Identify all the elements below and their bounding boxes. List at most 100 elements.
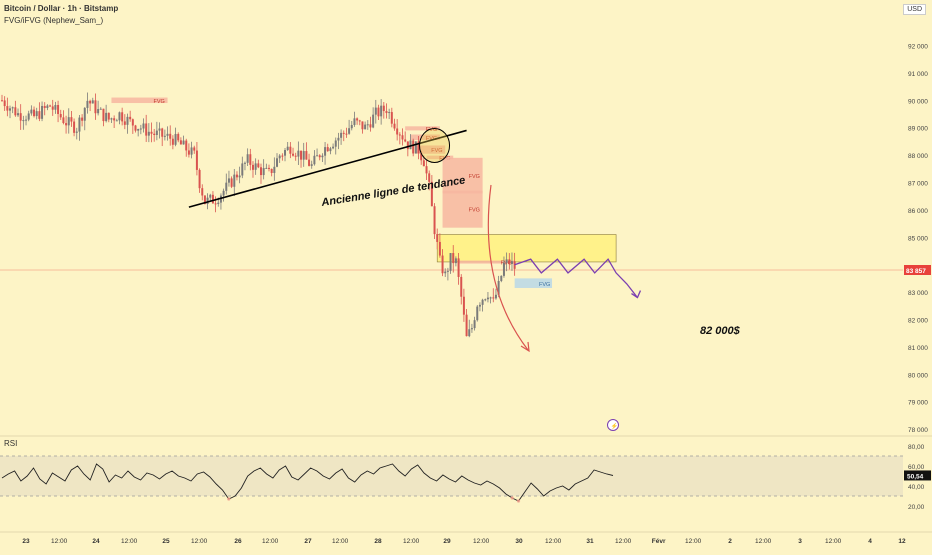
candle-body bbox=[193, 147, 196, 151]
candle-body bbox=[233, 174, 236, 187]
last-price-label: 83 857 bbox=[906, 268, 926, 275]
x-tick-label: 31 bbox=[586, 538, 594, 545]
candle-body bbox=[3, 100, 6, 107]
rsi-tick-label: 20,00 bbox=[908, 504, 925, 511]
candle-body bbox=[33, 109, 36, 117]
fvg-zone bbox=[426, 155, 454, 160]
candle-body bbox=[241, 163, 244, 176]
candle-body bbox=[185, 140, 188, 151]
fvg-zone bbox=[405, 126, 440, 131]
candle-body bbox=[324, 147, 327, 156]
candle-body bbox=[454, 258, 457, 264]
candle-body bbox=[62, 117, 65, 124]
candle-body bbox=[1, 100, 3, 102]
candle-body bbox=[433, 206, 436, 235]
candle-body bbox=[489, 297, 492, 299]
fvg-zone bbox=[458, 260, 515, 264]
rsi-tick-label: 60,00 bbox=[908, 464, 925, 471]
candle-body bbox=[123, 121, 126, 125]
candle-body bbox=[422, 160, 425, 167]
currency-badge[interactable]: USD bbox=[903, 4, 926, 15]
candle-body bbox=[35, 111, 38, 117]
candle-body bbox=[70, 117, 73, 122]
candle-body bbox=[497, 280, 500, 295]
target-label: 82 000$ bbox=[700, 325, 741, 337]
candle-body bbox=[251, 164, 254, 170]
y-tick-label: 90 000 bbox=[908, 98, 928, 105]
fvg-label: FVG bbox=[469, 208, 480, 214]
candle-body bbox=[305, 151, 308, 160]
candle-body bbox=[139, 128, 142, 130]
x-tick-label: 3 bbox=[798, 538, 802, 545]
candle-body bbox=[137, 128, 140, 131]
rsi-oversold-mark bbox=[516, 499, 521, 503]
candle-body bbox=[342, 132, 345, 134]
candle-body bbox=[292, 153, 295, 156]
rsi-tick-label: 40,00 bbox=[908, 484, 925, 491]
candle-body bbox=[259, 167, 262, 176]
candle-body bbox=[478, 304, 481, 307]
candle-body bbox=[337, 137, 340, 141]
candle-body bbox=[473, 320, 476, 329]
candle-body bbox=[452, 253, 455, 264]
candle-body bbox=[75, 131, 78, 133]
indicator-label[interactable]: FVG/iFVG (Nephew_Sam_) bbox=[4, 16, 104, 25]
rsi-label[interactable]: RSI bbox=[4, 439, 18, 448]
candle-body bbox=[163, 135, 166, 137]
candle-body bbox=[78, 117, 81, 132]
candle-body bbox=[209, 194, 212, 198]
candle-body bbox=[19, 113, 22, 121]
candle-body bbox=[171, 138, 174, 145]
candle-body bbox=[49, 105, 52, 107]
candle-body bbox=[182, 140, 185, 145]
candle-body bbox=[86, 100, 89, 108]
candle-body bbox=[81, 117, 84, 121]
candle-body bbox=[310, 164, 313, 166]
candle-body bbox=[273, 166, 276, 173]
candle-body bbox=[385, 111, 388, 114]
candle-body bbox=[302, 151, 305, 160]
candle-body bbox=[51, 106, 54, 110]
candle-body bbox=[59, 114, 62, 118]
candle-body bbox=[393, 123, 396, 129]
y-tick-label: 91 000 bbox=[908, 71, 928, 78]
candle-body bbox=[438, 241, 441, 256]
x-tick-label: 4 bbox=[868, 538, 872, 545]
candle-body bbox=[150, 131, 153, 134]
candle-body bbox=[43, 105, 46, 109]
candle-body bbox=[211, 194, 214, 204]
candle-body bbox=[508, 259, 511, 264]
candle-body bbox=[300, 150, 303, 160]
candle-body bbox=[187, 150, 190, 155]
candle-body bbox=[414, 141, 417, 154]
candle-body bbox=[396, 128, 399, 135]
candle-body bbox=[121, 112, 124, 122]
candle-body bbox=[470, 328, 473, 330]
candle-body bbox=[268, 167, 270, 169]
y-tick-label: 92 000 bbox=[908, 43, 928, 50]
candle-body bbox=[9, 108, 12, 111]
candle-body bbox=[428, 173, 431, 182]
fvg-zone bbox=[415, 145, 446, 154]
rsi-oversold-mark bbox=[227, 497, 231, 501]
last-price-tag bbox=[904, 265, 931, 275]
candle-body bbox=[270, 168, 273, 173]
candle-body bbox=[67, 117, 70, 126]
candle-body bbox=[262, 168, 265, 176]
candle-body bbox=[46, 105, 49, 109]
candle-body bbox=[476, 306, 479, 321]
candle-body bbox=[126, 116, 129, 125]
candle-body bbox=[83, 107, 86, 121]
candle-body bbox=[203, 195, 206, 204]
x-tick-label: 23 bbox=[22, 538, 30, 545]
candle-body bbox=[195, 150, 198, 170]
candle-body bbox=[449, 253, 452, 271]
x-tick-label: 12:00 bbox=[403, 538, 420, 545]
candle-body bbox=[276, 158, 279, 167]
x-tick-label: 30 bbox=[515, 538, 523, 545]
chart-title: Bitcoin / Dollar · 1h · Bitstamp bbox=[4, 4, 119, 13]
candle-body bbox=[158, 128, 161, 131]
candle-body bbox=[27, 113, 30, 120]
candle-body bbox=[214, 203, 217, 205]
candle-body bbox=[425, 166, 428, 174]
